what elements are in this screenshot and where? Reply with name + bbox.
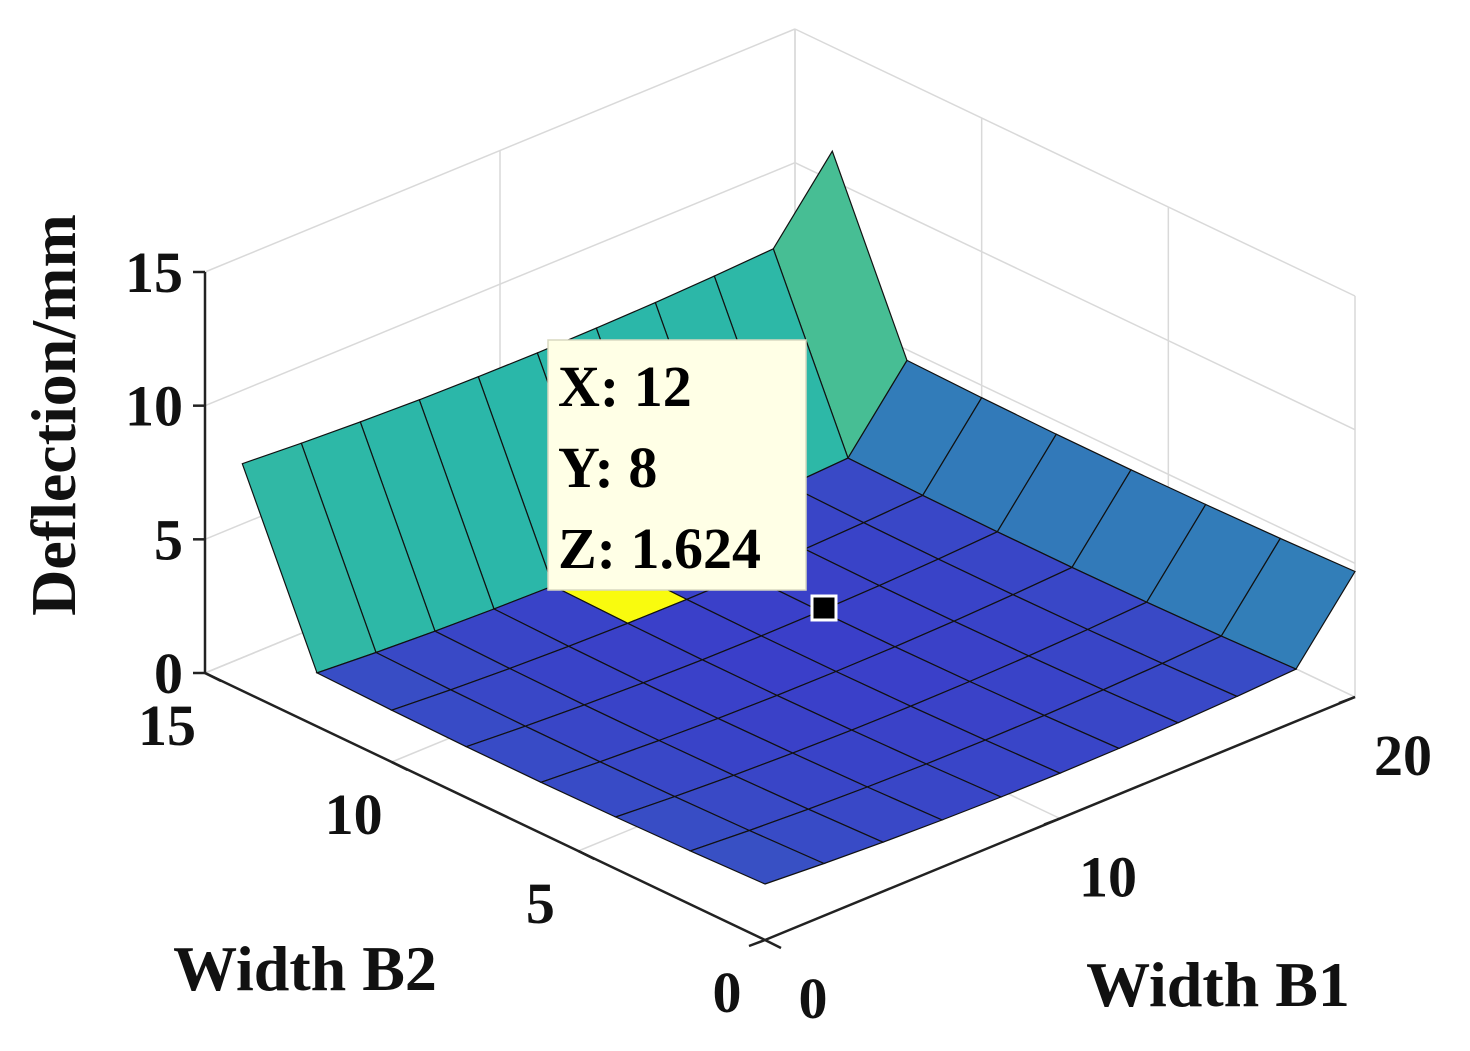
y-tick-label: 5: [526, 871, 555, 936]
x-axis-label: Width B1: [1086, 949, 1350, 1020]
y-tick-label: 0: [713, 960, 742, 1025]
surface-cell: [688, 829, 826, 885]
axes: [193, 270, 1356, 950]
z-axis-label: Deflection/mm: [18, 214, 89, 616]
x-tick-mark: [1043, 817, 1061, 826]
datatip-z: Z: 1.624: [558, 516, 761, 581]
y-tick-mark: [204, 671, 222, 683]
x-tick-label: 20: [1374, 723, 1432, 788]
z-tick-label: 5: [154, 507, 183, 572]
grid-line: [794, 28, 1356, 297]
x-tick-label: 10: [1079, 845, 1137, 910]
y-tick-label: 15: [138, 693, 196, 758]
grid-line: [794, 161, 1356, 431]
y-axis-label: Width B2: [173, 933, 437, 1004]
x-tick-mark: [1338, 695, 1356, 705]
z-tick-label: 0: [154, 641, 183, 706]
y-tick-label: 10: [325, 782, 383, 847]
x-tick-mark: [748, 938, 766, 948]
datatip[interactable]: X: 12 Y: 8 Z: 1.624: [547, 339, 838, 622]
y-tick-mark: [577, 849, 595, 861]
z-tick-label: 15: [125, 240, 183, 305]
datatip-box: [547, 339, 807, 591]
y-axis-line: [204, 671, 766, 942]
y-tick-mark: [391, 760, 409, 772]
datatip-x: X: 12: [558, 354, 692, 419]
datatip-y: Y: 8: [558, 435, 657, 500]
y-tick-mark: [764, 938, 782, 950]
x-tick-label: 0: [799, 966, 828, 1031]
datatip-marker[interactable]: [810, 594, 838, 622]
z-tick-label: 10: [125, 374, 183, 439]
